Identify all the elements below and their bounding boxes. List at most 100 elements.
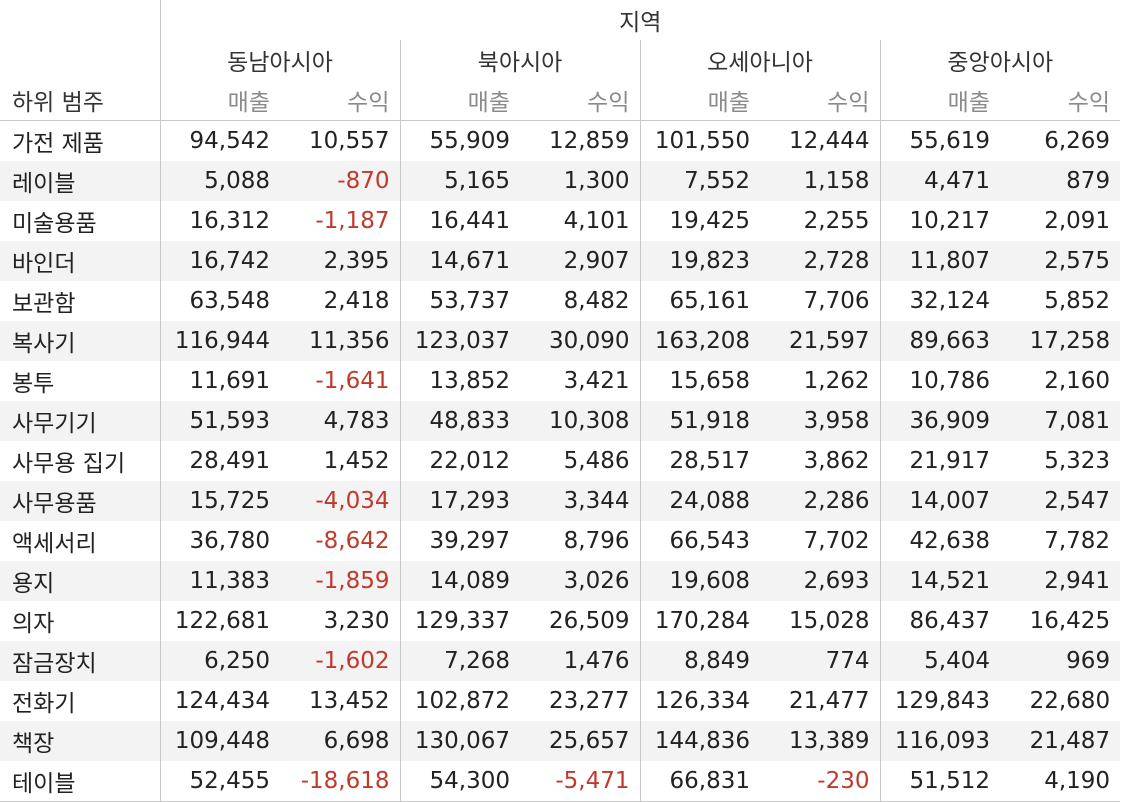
row-category-label: 봉투 xyxy=(0,361,161,401)
measure-header-sales: 매출 xyxy=(227,90,270,116)
region-header: 동남아시아 xyxy=(227,50,333,76)
sales-value-cell: 13,852 xyxy=(399,361,520,401)
row-category-label: 사무용품 xyxy=(0,481,161,521)
table-row: 테이블 52,455 -18,618 54,300 -5,471 66,831 -230 51… xyxy=(0,761,1121,802)
sales-value-cell: 11,691 xyxy=(189,368,270,394)
profit-value-cell: 2,418 xyxy=(323,288,390,314)
sales-value-cell: 116,093 xyxy=(879,721,1000,761)
row-category-label: 가전 제품 xyxy=(0,120,161,161)
profit-value-cell: 21,597 xyxy=(760,321,880,361)
measure-header-profit: 수익 xyxy=(347,90,390,116)
profit-value-cell: 3,230 xyxy=(323,608,390,634)
profit-value-cell: 879 xyxy=(1000,161,1121,201)
profit-value-cell: 2,575 xyxy=(1000,241,1121,281)
profit-value-cell: 30,090 xyxy=(520,321,640,361)
profit-value-cell: 2,286 xyxy=(760,481,880,521)
sales-value-cell: 144,836 xyxy=(639,721,760,761)
profit-value-cell: 8,796 xyxy=(563,528,630,554)
sales-value-cell: 22,012 xyxy=(399,441,520,481)
profit-value-cell: 12,859 xyxy=(549,128,630,154)
profit-value-cell: -1,641 xyxy=(315,368,390,394)
sales-value-cell: 16,742 xyxy=(160,241,280,281)
sales-value-cell: 16,441 xyxy=(399,201,520,241)
profit-value-cell: 1,452 xyxy=(323,448,390,474)
profit-value-cell: 1,300 xyxy=(520,161,640,201)
sales-value-cell: 116,944 xyxy=(160,321,280,361)
row-category-label: 잠금장치 xyxy=(0,641,161,681)
sales-value-cell: 53,737 xyxy=(399,281,520,321)
sales-value-cell: 124,434 xyxy=(174,688,270,714)
sales-value-cell: 17,293 xyxy=(399,481,520,521)
profit-value-cell: 2,693 xyxy=(760,561,880,601)
profit-value-cell: 21,487 xyxy=(1000,721,1121,761)
table-row: 봉투 11,691 -1,641 13,852 3,421 15,658 1,262 10,7… xyxy=(0,361,1120,401)
sales-value-cell: 170,284 xyxy=(639,601,760,641)
table-row: 용지 11,383 -1,859 14,089 3,026 19,608 2,693 14,5… xyxy=(0,561,1121,601)
profit-value-cell: 6,698 xyxy=(280,721,400,761)
region-group-row: 지역 xyxy=(0,0,1120,40)
row-category-label: 레이블 xyxy=(0,161,161,201)
sales-value-cell: 10,217 xyxy=(879,201,1000,241)
sales-value-cell: 66,543 xyxy=(639,521,760,561)
row-category-label: 사무용 집기 xyxy=(0,441,161,481)
row-category-label: 미술용품 xyxy=(0,201,161,241)
column-group-title: 지역 xyxy=(619,10,662,36)
table-header: 지역 동남아시아 북아시아 오세아니아 중앙아시아 하위 범주 매출 수익 매출… xyxy=(0,0,1121,121)
profit-value-cell: 17,258 xyxy=(1000,321,1121,361)
profit-value-cell: 2,547 xyxy=(1000,481,1121,521)
measure-header-profit: 수익 xyxy=(1067,90,1111,116)
sales-value-cell: 15,725 xyxy=(160,481,280,521)
table-row: 가전 제품 94,542 10,557 55,909 12,859 101,550 12,4… xyxy=(0,120,1120,161)
sales-value-cell: 24,088 xyxy=(639,481,760,521)
profit-value-cell: -1,859 xyxy=(280,561,400,601)
row-category-label: 책장 xyxy=(0,721,161,761)
sales-value-cell: 51,918 xyxy=(639,401,760,441)
profit-value-cell: 2,091 xyxy=(1044,208,1111,234)
measure-header-profit: 수익 xyxy=(587,90,630,116)
profit-value-cell: 1,262 xyxy=(803,368,870,394)
table-row: 사무용 집기 28,491 1,452 22,012 5,486 28,517 3,862 2… xyxy=(0,441,1120,481)
sales-value-cell: 89,663 xyxy=(879,321,1000,361)
measure-header-sales: 매출 xyxy=(639,80,760,121)
sales-value-cell: 101,550 xyxy=(639,120,760,161)
table-row: 레이블 5,088 -870 5,165 1,300 7,552 1,158 4,471 879 xyxy=(0,161,1121,201)
profit-value-cell: 5,852 xyxy=(1044,288,1111,314)
sales-value-cell: 5,088 xyxy=(160,161,280,201)
region-header: 북아시아 xyxy=(399,40,640,80)
profit-value-cell: -1,187 xyxy=(315,208,390,234)
sales-value-cell: 123,037 xyxy=(399,321,520,361)
row-category-label: 사무기기 xyxy=(0,401,161,441)
table-body: 가전 제품 94,542 10,557 55,909 12,859 101,550 12,4… xyxy=(0,120,1121,802)
sales-value-cell: 15,658 xyxy=(639,361,760,401)
profit-value-cell: 7,782 xyxy=(1044,528,1111,554)
profit-value-cell: 3,421 xyxy=(563,368,630,394)
profit-value-cell: -870 xyxy=(280,161,400,201)
profit-value-cell: 21,477 xyxy=(789,688,870,714)
sales-value-cell: 6,250 xyxy=(160,641,280,681)
sales-value-cell: 51,593 xyxy=(160,401,280,441)
sales-value-cell: 28,491 xyxy=(189,448,270,474)
sales-value-cell: 39,297 xyxy=(399,521,520,561)
profit-value-cell: 774 xyxy=(760,641,880,681)
measure-header-profit: 수익 xyxy=(827,90,870,116)
sales-value-cell: 66,831 xyxy=(639,761,760,802)
sales-value-cell: 32,124 xyxy=(879,281,1000,321)
sales-value-cell: 19,823 xyxy=(639,241,760,281)
sales-value-cell: 5,404 xyxy=(879,641,1000,681)
profit-value-cell: -18,618 xyxy=(280,761,400,802)
profit-value-cell: 7,081 xyxy=(1000,401,1121,441)
profit-value-cell: 5,486 xyxy=(563,448,630,474)
sales-value-cell: 19,608 xyxy=(639,561,760,601)
sales-value-cell: 55,909 xyxy=(399,120,520,161)
table-row: 미술용품 16,312 -1,187 16,441 4,101 19,425 2,255 10… xyxy=(0,201,1120,241)
region-header: 중앙아시아 xyxy=(879,40,1121,80)
profit-value-cell: 16,425 xyxy=(1029,608,1111,634)
region-header: 오세아니아 xyxy=(639,40,880,80)
sales-value-cell: 36,909 xyxy=(879,401,1000,441)
profit-value-cell: 8,482 xyxy=(563,288,630,314)
profit-value-cell: 3,344 xyxy=(520,481,640,521)
profit-value-cell: 15,028 xyxy=(789,608,870,634)
row-category-label: 액세서리 xyxy=(0,521,161,561)
profit-value-cell: 3,026 xyxy=(520,561,640,601)
